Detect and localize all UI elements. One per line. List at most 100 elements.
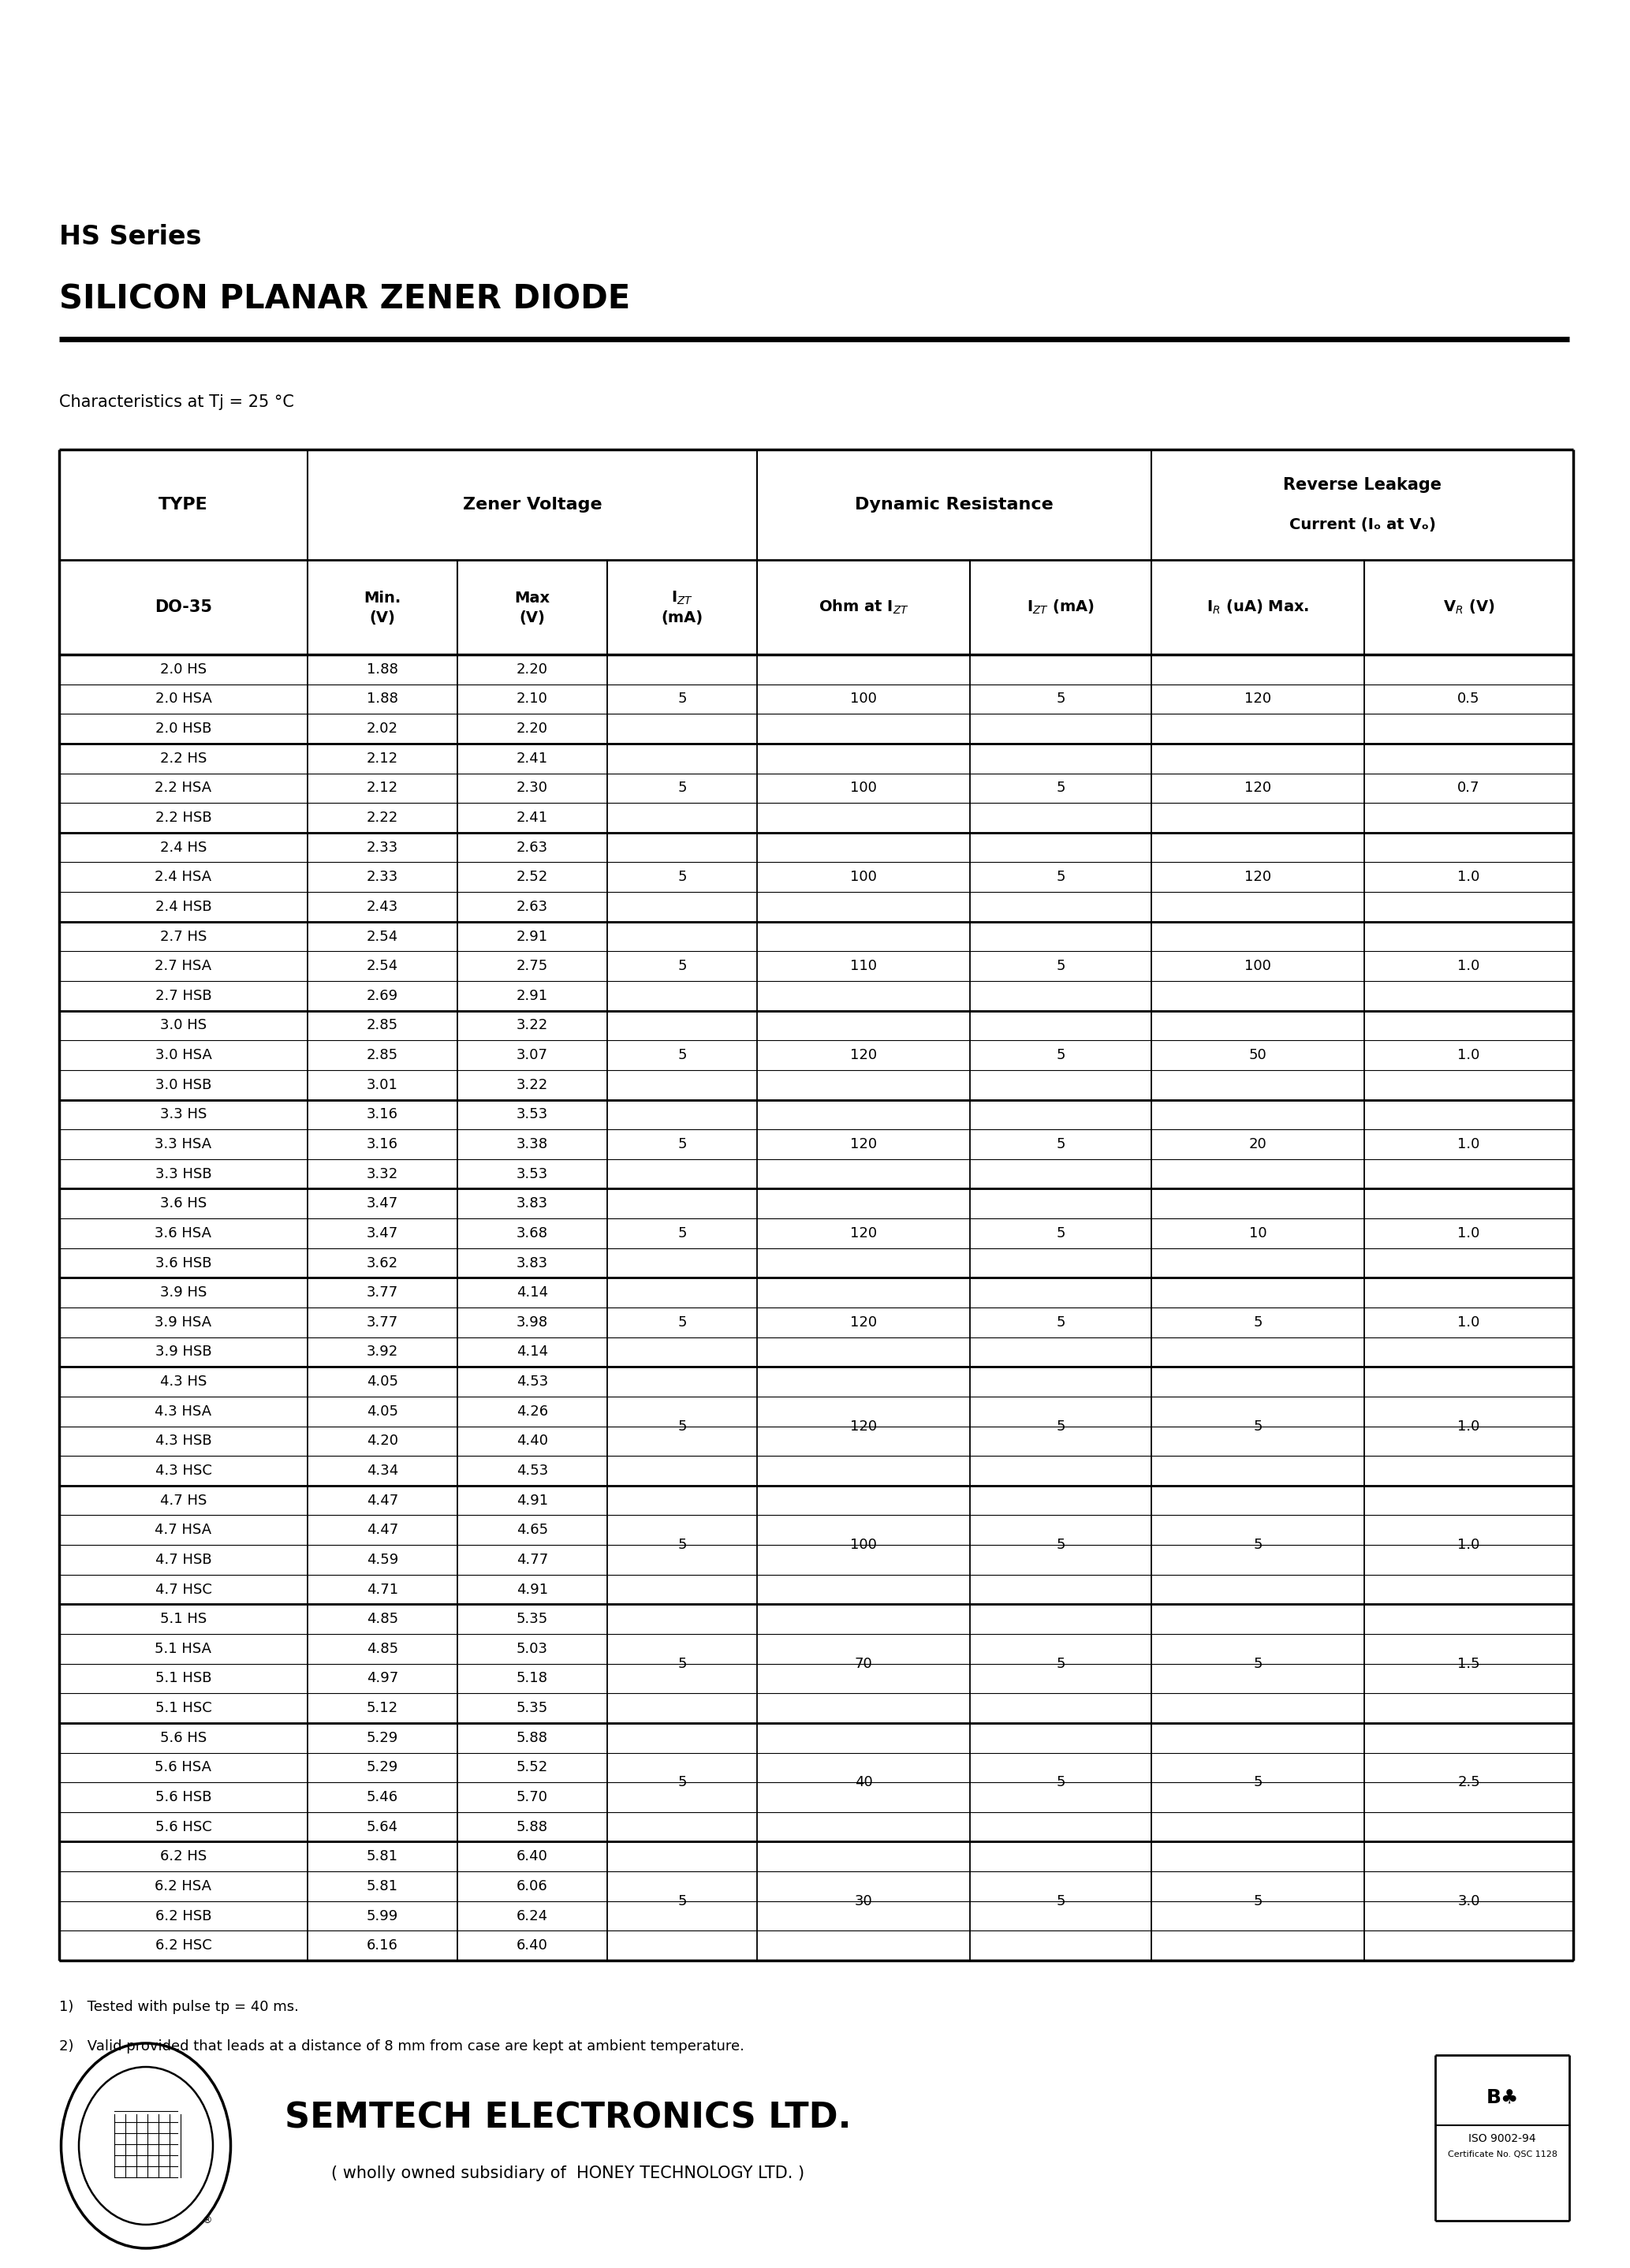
Text: DO-35: DO-35 <box>155 599 212 615</box>
Text: 2.30: 2.30 <box>517 780 548 796</box>
Text: 2.02: 2.02 <box>367 721 398 735</box>
Text: V$_{R}$ (V): V$_{R}$ (V) <box>1443 599 1495 617</box>
Text: 3.3 HSA: 3.3 HSA <box>155 1136 212 1152</box>
Text: 5: 5 <box>1056 1420 1064 1433</box>
Text: 5.1 HSB: 5.1 HSB <box>155 1672 212 1685</box>
Text: 5.29: 5.29 <box>367 1730 398 1744</box>
Text: 3.68: 3.68 <box>517 1227 548 1241</box>
Text: 100: 100 <box>851 780 877 796</box>
Text: 1.0: 1.0 <box>1457 1227 1480 1241</box>
Text: 3.22: 3.22 <box>517 1077 548 1091</box>
Text: 3.53: 3.53 <box>517 1107 548 1123</box>
Text: 1.0: 1.0 <box>1457 871 1480 885</box>
Text: 2.4 HSA: 2.4 HSA <box>155 871 212 885</box>
Text: 3.98: 3.98 <box>517 1315 548 1329</box>
Text: 3.0 HS: 3.0 HS <box>160 1018 207 1032</box>
Text: 3.47: 3.47 <box>367 1227 398 1241</box>
Text: 100: 100 <box>1244 959 1271 973</box>
Text: 120: 120 <box>1244 780 1271 796</box>
Text: 5.35: 5.35 <box>517 1613 548 1626</box>
Text: 3.22: 3.22 <box>517 1018 548 1032</box>
Text: 4.53: 4.53 <box>517 1374 548 1388</box>
Text: 5: 5 <box>678 1136 686 1152</box>
Text: 3.38: 3.38 <box>517 1136 548 1152</box>
Text: 6.06: 6.06 <box>517 1880 548 1894</box>
Text: 2.4 HS: 2.4 HS <box>160 841 207 855</box>
Text: 120: 120 <box>1244 692 1271 705</box>
Text: 2.2 HSB: 2.2 HSB <box>155 810 212 826</box>
Text: 40: 40 <box>854 1776 872 1789</box>
Text: 4.47: 4.47 <box>367 1492 398 1508</box>
Text: 2.41: 2.41 <box>517 810 548 826</box>
Text: 6.40: 6.40 <box>517 1939 548 1953</box>
Text: 4.7 HS: 4.7 HS <box>160 1492 207 1508</box>
Text: 1.88: 1.88 <box>367 662 398 676</box>
Text: 4.7 HSC: 4.7 HSC <box>155 1583 212 1597</box>
Text: 5.81: 5.81 <box>367 1848 398 1864</box>
Text: 1.0: 1.0 <box>1457 1420 1480 1433</box>
Text: 6.2 HSA: 6.2 HSA <box>155 1880 212 1894</box>
Text: 3.92: 3.92 <box>367 1345 398 1359</box>
Text: 3.6 HSB: 3.6 HSB <box>155 1256 212 1270</box>
Text: 3.9 HSA: 3.9 HSA <box>155 1315 212 1329</box>
Text: 1.88: 1.88 <box>367 692 398 705</box>
Text: 120: 120 <box>849 1048 877 1061</box>
Text: ISO 9002-94: ISO 9002-94 <box>1469 2134 1535 2146</box>
Text: 5: 5 <box>678 1315 686 1329</box>
Text: 4.14: 4.14 <box>517 1345 548 1359</box>
Text: 10: 10 <box>1249 1227 1267 1241</box>
Text: 2.20: 2.20 <box>517 662 548 676</box>
Text: 4.3 HS: 4.3 HS <box>160 1374 207 1388</box>
Text: 2.4 HSB: 2.4 HSB <box>155 900 212 914</box>
Text: 5.81: 5.81 <box>367 1880 398 1894</box>
Text: 5: 5 <box>1253 1420 1262 1433</box>
Text: 4.3 HSA: 4.3 HSA <box>155 1404 212 1418</box>
Text: 6.2 HSB: 6.2 HSB <box>155 1910 212 1923</box>
Text: 3.01: 3.01 <box>367 1077 398 1091</box>
Text: 5: 5 <box>678 871 686 885</box>
Text: 2.91: 2.91 <box>517 989 548 1002</box>
Text: 5: 5 <box>1056 1538 1064 1551</box>
Text: 5.52: 5.52 <box>517 1760 548 1774</box>
Text: 1.0: 1.0 <box>1457 1315 1480 1329</box>
Text: 120: 120 <box>849 1420 877 1433</box>
Text: ®: ® <box>202 2216 212 2225</box>
Text: 2.7 HS: 2.7 HS <box>160 930 207 943</box>
Text: 4.3 HSB: 4.3 HSB <box>155 1433 212 1449</box>
Text: 5.1 HSA: 5.1 HSA <box>155 1642 212 1656</box>
Text: 2.22: 2.22 <box>367 810 398 826</box>
Text: 4.91: 4.91 <box>517 1492 548 1508</box>
Text: 3.47: 3.47 <box>367 1198 398 1211</box>
Text: (mA): (mA) <box>662 610 703 626</box>
Text: 5: 5 <box>1056 871 1064 885</box>
Text: SEMTECH ELECTRONICS LTD.: SEMTECH ELECTRONICS LTD. <box>285 2100 851 2134</box>
Text: 2.91: 2.91 <box>517 930 548 943</box>
Text: 5: 5 <box>678 1894 686 1907</box>
Text: 4.91: 4.91 <box>517 1583 548 1597</box>
Text: 4.05: 4.05 <box>367 1404 398 1418</box>
Text: 2.10: 2.10 <box>517 692 548 705</box>
Text: 3.77: 3.77 <box>367 1315 398 1329</box>
Text: 5.1 HSC: 5.1 HSC <box>155 1701 212 1715</box>
Text: 110: 110 <box>851 959 877 973</box>
Text: 3.6 HSA: 3.6 HSA <box>155 1227 212 1241</box>
Text: 6.2 HSC: 6.2 HSC <box>155 1939 212 1953</box>
Text: 2.2 HS: 2.2 HS <box>160 751 207 767</box>
Text: 120: 120 <box>849 1227 877 1241</box>
Text: 5.88: 5.88 <box>517 1819 548 1835</box>
Text: 2.0 HS: 2.0 HS <box>160 662 207 676</box>
Text: 20: 20 <box>1249 1136 1267 1152</box>
Text: 5: 5 <box>678 1538 686 1551</box>
Text: 5.29: 5.29 <box>367 1760 398 1774</box>
Text: 2.33: 2.33 <box>367 841 398 855</box>
Text: 2.54: 2.54 <box>367 930 398 943</box>
Text: Characteristics at Tj = 25 °C: Characteristics at Tj = 25 °C <box>59 395 293 411</box>
Text: 2.12: 2.12 <box>367 751 398 767</box>
Text: 120: 120 <box>849 1136 877 1152</box>
Text: 2.7 HSB: 2.7 HSB <box>155 989 212 1002</box>
Text: 3.6 HS: 3.6 HS <box>160 1198 207 1211</box>
Text: 3.3 HS: 3.3 HS <box>160 1107 207 1123</box>
Text: 5: 5 <box>1253 1538 1262 1551</box>
Text: Dynamic Resistance: Dynamic Resistance <box>854 497 1053 513</box>
Text: 3.9 HS: 3.9 HS <box>160 1286 207 1300</box>
